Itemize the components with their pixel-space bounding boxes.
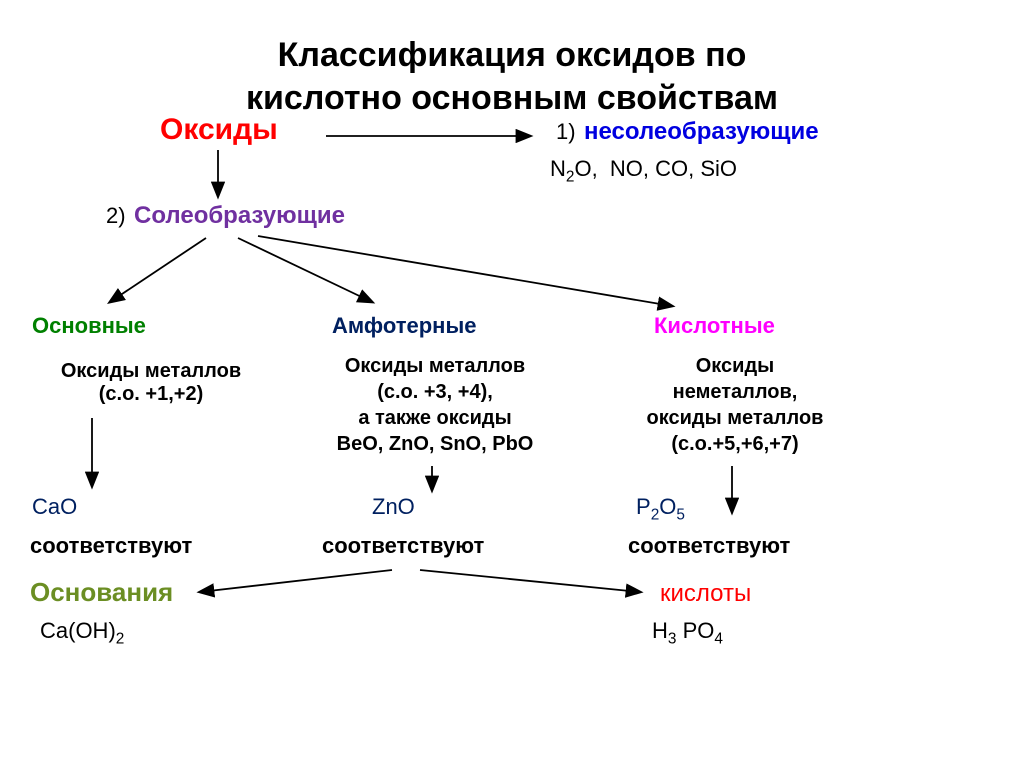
acidic-desc: Оксиды неметаллов, оксиды металлов (с.о.… (620, 353, 850, 457)
basic-desc-2: (с.о. +1,+2) (46, 383, 256, 406)
basic-label: Основные (32, 313, 146, 339)
amph-corresponds: соответствуют (322, 533, 484, 559)
arrow-salt-amph (238, 238, 372, 302)
basic-formula: Ca(OH)2 (40, 618, 124, 648)
basic-result: Основания (30, 577, 173, 608)
acid-desc-1: Оксиды (620, 353, 850, 379)
oxides-label: Оксиды (160, 113, 278, 147)
non-salt-formulas: N2O, NO, CO, SiO (550, 156, 737, 186)
salt-forming-group: 2) Солеобразующие (106, 202, 345, 230)
amph-desc-2: (с.о. +3, +4), (310, 379, 560, 405)
arrow-to-bases (200, 570, 392, 592)
salt-label: Солеобразующие (134, 202, 345, 229)
acid-formula: H3 PO4 (652, 618, 723, 648)
acid-example: P2O5 (636, 494, 685, 524)
amph-example: ZnO (372, 494, 415, 520)
non-salt-number: 1) (556, 119, 576, 144)
basic-desc: Оксиды металлов (с.о. +1,+2) (46, 360, 256, 406)
salt-number: 2) (106, 203, 126, 228)
amph-desc-3: а также оксиды (310, 405, 560, 431)
title-line-1: Классификация оксидов по (0, 34, 1024, 77)
amph-desc-4: BeO, ZnO, SnO, PbO (310, 431, 560, 457)
acid-desc-4: (с.о.+5,+6,+7) (620, 431, 850, 457)
acid-desc-3: оксиды металлов (620, 405, 850, 431)
non-salt-group: 1) несолеобразующие (556, 118, 819, 146)
title-line-2: кислотно основным свойствам (0, 77, 1024, 120)
non-salt-label: несолеобразующие (584, 118, 819, 145)
basic-desc-1: Оксиды металлов (46, 360, 256, 383)
basic-corresponds: соответствуют (30, 533, 192, 559)
acid-result: кислоты (660, 580, 751, 608)
amphoteric-desc: Оксиды металлов (с.о. +3, +4), а также о… (310, 353, 560, 457)
basic-example: CaO (32, 494, 77, 520)
acid-corresponds: соответствуют (628, 533, 790, 559)
acid-desc-2: неметаллов, (620, 379, 850, 405)
amphoteric-label: Амфотерные (332, 313, 476, 339)
arrow-salt-basic (110, 238, 206, 302)
arrow-to-acids (420, 570, 640, 592)
amph-desc-1: Оксиды металлов (310, 353, 560, 379)
acidic-label: Кислотные (654, 313, 775, 339)
page-title: Классификация оксидов по кислотно основн… (0, 16, 1024, 119)
arrow-salt-acid (258, 236, 672, 306)
